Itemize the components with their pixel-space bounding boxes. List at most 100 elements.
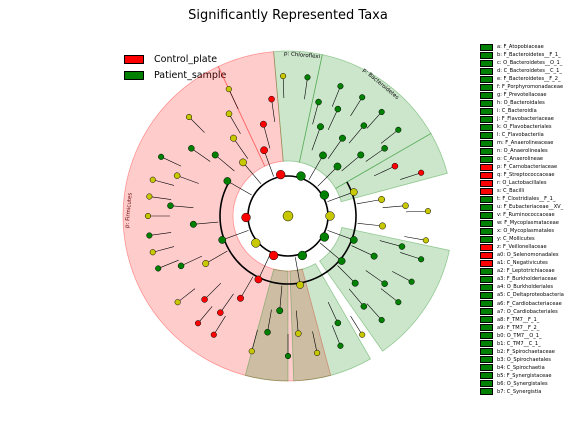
taxon-node-44	[381, 280, 388, 287]
edge-22	[233, 138, 249, 159]
taxon-node-22	[230, 134, 237, 142]
taxon-node-45	[360, 303, 368, 310]
taxon-swatch-h	[480, 99, 493, 107]
taxon-key-f: f: F_Porphyromonadaceae	[480, 83, 576, 91]
edge-10	[227, 180, 252, 196]
edge-16	[319, 242, 342, 262]
taxon-node-1	[241, 212, 251, 223]
taxon-node-32	[189, 220, 197, 228]
taxon-node-73	[284, 352, 292, 360]
taxon-node-12	[260, 146, 268, 155]
edge-84	[405, 210, 428, 213]
taxon-label-a4: a4: O_Burkholderiales	[497, 284, 553, 291]
taxon-node-47	[295, 330, 302, 337]
taxon-key-q: q: F_Streptococcaceae	[480, 171, 576, 179]
taxon-node-59	[280, 73, 287, 80]
taxon-node-61	[337, 83, 344, 90]
edge-76	[197, 306, 213, 324]
edge-33	[356, 199, 382, 205]
taxon-label-b: b: F_Bacteroidetes__F_1_	[497, 52, 561, 59]
taxon-node-60	[304, 74, 311, 81]
taxon-key-s: s: C_Bacilli	[480, 187, 576, 195]
taxon-key-k: k: O_Flavobacteriales	[480, 123, 576, 131]
taxon-label-t: t: F_Clostridiales__F_1_	[497, 196, 556, 203]
taxon-key-v: v: F_Ruminococcaceae	[480, 211, 576, 219]
taxon-label-a5: a5: C_Deltaproteobacteria	[497, 292, 564, 299]
taxon-key-b6: b6: O_Synergistales	[480, 380, 576, 388]
taxon-key-a1: a1: C_Negativicutes	[480, 259, 576, 267]
taxon-node-16	[337, 257, 346, 265]
taxon-node-8	[251, 238, 261, 248]
taxon-node-11	[239, 158, 247, 167]
taxon-node-83	[418, 169, 425, 176]
taxon-node-53	[391, 162, 399, 170]
edge-26	[341, 154, 361, 172]
taxon-label-a7: a7: O_Cardiobacteriales	[497, 308, 558, 315]
edge-65	[404, 236, 426, 241]
taxon-node-29	[276, 307, 284, 315]
taxon-node-17	[296, 281, 305, 289]
taxon-node-0	[282, 210, 294, 222]
taxon-key-g: g: F_Prevotellaceae	[480, 91, 576, 99]
edge-80	[149, 232, 172, 236]
edge-17	[294, 257, 301, 285]
taxon-node-19	[218, 236, 227, 244]
taxon-label-r: r: O_Lactobacillales	[497, 180, 547, 187]
taxon-label-u: u: F_Eubacteriaceae__XV_	[497, 204, 564, 211]
taxon-node-37	[225, 110, 233, 118]
taxon-key-e: e: F_Bacteroidetes__F_2_	[480, 75, 576, 83]
taxon-node-68	[395, 299, 402, 306]
taxon-key-h: h: O_Bacteroidales	[480, 99, 576, 107]
edge-69	[366, 303, 382, 321]
taxon-swatch-b4	[480, 364, 493, 372]
taxon-node-38	[268, 95, 275, 103]
edge-23	[263, 124, 271, 149]
taxon-node-35	[173, 172, 181, 179]
edge-74	[251, 329, 258, 352]
taxon-label-w: w: F_Mycoplasmataceae	[497, 220, 559, 227]
taxon-key-a9: a9: F_TM7__F_2_	[480, 324, 576, 332]
edge-59	[282, 76, 285, 99]
taxon-label-j: j: F_Flavobacteriaceae	[497, 116, 554, 123]
taxon-node-76	[194, 320, 202, 327]
taxon-label-a: a: F_Atopobiaceae	[497, 44, 544, 50]
taxon-label-b6: b6: O_Synergistales	[497, 380, 548, 387]
edge-28	[337, 265, 356, 284]
edge-47	[295, 310, 299, 334]
taxon-key-a5: a5: C_Deltaproteobacteria	[480, 291, 576, 299]
taxon-key-c: c: O_Bacteroidetes__O_1_	[480, 59, 576, 67]
edge-37	[228, 113, 241, 134]
edge-38	[271, 99, 276, 122]
legend-label-control: Control_plate	[154, 53, 218, 65]
taxon-swatch-b6	[480, 380, 493, 388]
edge-36	[191, 148, 211, 162]
taxon-node-70	[359, 331, 366, 338]
edge-49	[220, 293, 234, 313]
taxon-swatch-v	[480, 211, 493, 219]
taxon-swatch-o	[480, 155, 493, 163]
taxon-label-a6: a6: F_Cardiobacteriaceae	[497, 300, 562, 307]
taxon-key-a: a: F_Atopobiaceae	[480, 43, 576, 51]
edge-19	[222, 230, 249, 241]
clade-sector-6	[289, 263, 372, 382]
edge-71	[331, 325, 341, 346]
taxon-key-a2: a2: F_Leptotrichiaceae	[480, 267, 576, 275]
taxon-node-42	[381, 145, 388, 152]
taxon-swatch-p	[480, 163, 493, 171]
edge-83	[400, 172, 422, 180]
taxon-swatch-b	[480, 51, 493, 59]
taxon-swatch-a0	[480, 251, 493, 259]
taxon-node-65	[422, 237, 429, 244]
taxon-node-71	[337, 342, 344, 349]
edge-52	[170, 205, 194, 209]
edge-31	[205, 250, 228, 264]
edge-45	[348, 288, 365, 307]
taxon-swatch-b5	[480, 372, 493, 380]
edge-61	[331, 86, 341, 107]
taxon-node-78	[155, 265, 162, 272]
taxon-key-u: u: F_Eubacteriaceae__XV_	[480, 203, 576, 211]
taxon-swatch-a6	[480, 300, 493, 307]
taxon-node-6	[319, 190, 330, 200]
taxon-node-18	[254, 275, 263, 284]
edge-18	[258, 253, 271, 280]
